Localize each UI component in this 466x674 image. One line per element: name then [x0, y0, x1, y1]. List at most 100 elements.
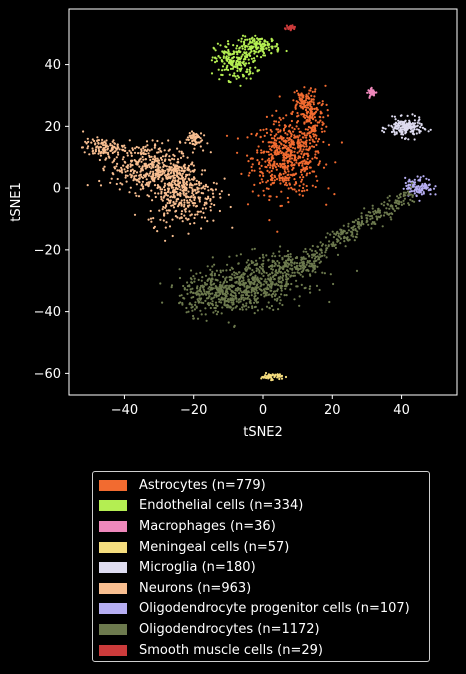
data-point — [281, 303, 284, 307]
data-point — [214, 306, 217, 310]
data-point — [130, 160, 133, 163]
data-point — [265, 294, 268, 297]
data-point — [283, 179, 286, 182]
data-point — [115, 182, 118, 186]
data-point — [255, 44, 258, 47]
data-point — [273, 160, 276, 163]
data-point — [113, 167, 117, 170]
data-point — [105, 139, 108, 142]
data-point — [311, 270, 314, 273]
data-point — [201, 276, 204, 279]
data-point — [273, 375, 276, 379]
data-point — [220, 73, 223, 76]
data-point — [262, 189, 265, 192]
data-point — [422, 185, 425, 188]
data-point — [153, 159, 156, 162]
data-point — [204, 274, 208, 277]
data-point — [321, 121, 324, 124]
data-point — [296, 140, 299, 143]
data-point — [402, 187, 405, 190]
data-point — [306, 116, 309, 119]
data-point — [243, 305, 246, 308]
data-point — [337, 234, 340, 237]
data-point — [415, 194, 418, 198]
data-point — [347, 229, 350, 232]
data-point — [270, 130, 273, 133]
data-point — [291, 174, 294, 177]
data-point — [250, 132, 253, 136]
data-point — [179, 192, 182, 195]
data-point — [280, 190, 283, 193]
data-point — [178, 276, 182, 280]
data-point — [263, 295, 266, 298]
data-point — [324, 236, 328, 239]
data-point — [276, 297, 279, 300]
data-point — [218, 289, 221, 292]
data-point — [226, 64, 229, 67]
data-point — [151, 160, 154, 164]
data-point — [216, 42, 219, 45]
data-point — [245, 292, 248, 295]
data-point — [227, 68, 230, 72]
data-point — [205, 297, 209, 300]
data-point — [229, 205, 232, 209]
data-point — [256, 70, 259, 73]
data-point — [191, 137, 194, 140]
data-point — [294, 107, 297, 110]
data-point — [289, 275, 292, 278]
data-point — [99, 154, 102, 157]
data-point — [402, 202, 405, 205]
data-point — [229, 293, 233, 296]
data-point — [141, 155, 144, 159]
data-point — [301, 156, 305, 159]
data-point — [314, 150, 317, 153]
data-point — [315, 175, 318, 178]
data-point — [418, 199, 421, 202]
data-point — [219, 290, 222, 293]
data-point — [300, 180, 303, 183]
data-point — [207, 290, 210, 293]
data-point — [247, 43, 250, 46]
series-1 — [210, 34, 288, 87]
data-point — [285, 285, 288, 288]
data-point — [320, 127, 323, 130]
data-point — [269, 285, 273, 288]
data-point — [313, 107, 316, 110]
data-point — [198, 200, 201, 203]
data-point — [271, 255, 274, 258]
data-point — [130, 174, 133, 177]
data-point — [121, 183, 124, 186]
data-point — [285, 294, 288, 297]
data-point — [336, 253, 340, 256]
data-point — [104, 151, 107, 154]
data-point — [282, 155, 285, 158]
data-point — [225, 269, 228, 272]
data-point — [289, 267, 292, 270]
data-point — [331, 244, 334, 248]
data-point — [408, 178, 411, 181]
data-point — [139, 188, 142, 191]
data-point — [142, 187, 145, 190]
data-point — [292, 167, 295, 170]
data-point — [262, 288, 265, 291]
data-point — [161, 155, 165, 158]
data-point — [393, 133, 396, 136]
data-point — [261, 171, 264, 174]
data-point — [142, 147, 145, 150]
data-point — [256, 151, 259, 154]
data-point — [394, 199, 397, 202]
data-point — [126, 151, 129, 155]
data-point — [242, 299, 245, 302]
data-point — [200, 293, 203, 296]
data-point — [269, 265, 272, 268]
data-point — [187, 166, 190, 169]
data-point — [167, 184, 170, 187]
data-point — [276, 264, 279, 267]
data-point — [219, 287, 222, 290]
data-point — [286, 249, 289, 253]
data-point — [308, 119, 311, 122]
data-point — [234, 272, 238, 275]
data-point — [128, 139, 131, 142]
data-point — [368, 95, 371, 98]
data-point — [268, 171, 271, 174]
